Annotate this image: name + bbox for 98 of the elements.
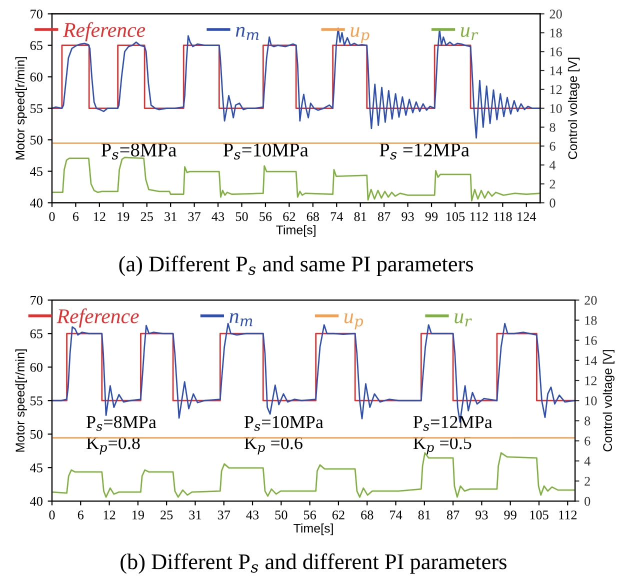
y2-tick-label: 0 <box>584 496 590 506</box>
y-tick-label: 70 <box>30 10 42 19</box>
x-tick-label: 19 <box>132 510 144 520</box>
y-tick-label: 40 <box>30 198 42 208</box>
legend-label: n$_{m}$ <box>230 313 252 326</box>
x-tick-label: 43 <box>212 212 224 222</box>
x-tick-label: 93 <box>402 212 414 222</box>
y-tick-label: 60 <box>30 362 42 372</box>
x-tick-label: 31 <box>164 212 176 222</box>
y-tick-label: 70 <box>30 296 42 305</box>
y2-tick-label: 14 <box>550 66 562 76</box>
y-tick-label: 50 <box>30 136 42 144</box>
x-tick-label: 62 <box>332 510 344 520</box>
x-tick-label: 74 <box>330 212 344 221</box>
y2-tick-label: 18 <box>585 316 597 325</box>
y2-tick-label: 16 <box>550 47 562 56</box>
annotation: P$_{s}$=8MPa <box>101 143 176 160</box>
x-tick-label: 37 <box>188 212 201 222</box>
legend-label: u$_{r}$ <box>460 27 478 40</box>
y2-tick-label: 14 <box>585 356 598 365</box>
y2-axis-title: Control voltage [V] <box>568 58 580 160</box>
series-label: Reference <box>62 22 146 42</box>
x-tick-label: 6 <box>78 510 84 520</box>
legend-label: u$_{r}$ <box>454 314 472 326</box>
y2-tick-label: 6 <box>584 436 590 446</box>
x-tick-label: 99 <box>425 212 438 222</box>
annotation: P$_{s}$=8MPa <box>86 416 156 431</box>
text: (b) Different P$_{s}$ and different PI parameters <box>120 553 506 574</box>
y2-tick-label: 6 <box>550 142 556 151</box>
x-tick-label: 50 <box>236 212 248 222</box>
y-tick-label: 65 <box>30 41 42 50</box>
legend-label: n$_{m}$ <box>236 26 259 40</box>
y2-tick-label: 8 <box>584 416 590 426</box>
y-axis-title: Motor speed[r/min] <box>15 349 27 452</box>
y2-tick-label: 10 <box>550 104 562 113</box>
x-tick-label: 12 <box>104 510 116 520</box>
annotation: P$_{s}$ =12MPa <box>380 143 470 160</box>
x-tick-label: 62 <box>283 212 296 222</box>
x-tick-label: 6 <box>72 212 79 222</box>
x-tick-label: 118 <box>494 212 512 222</box>
y2-tick-label: 8 <box>550 122 556 132</box>
y2-tick-label: 20 <box>550 10 562 19</box>
y2-tick-label: 4 <box>584 456 590 466</box>
y2-tick-label: 2 <box>584 476 590 486</box>
text: (a) Different P$_{s}$ and same PI parameters <box>119 256 474 276</box>
y2-tick-label: 18 <box>550 28 562 38</box>
x-tick-label: 99 <box>504 510 516 520</box>
y-tick-label: 40 <box>30 496 42 506</box>
x-tick-label: 37 <box>218 510 230 520</box>
x-tick-label: 25 <box>140 212 153 222</box>
x-tick-label: 87 <box>378 212 390 222</box>
y2-tick-label: 4 <box>549 160 556 170</box>
y2-tick-label: 20 <box>584 296 597 305</box>
y-tick-label: 55 <box>30 396 42 406</box>
y-tick-label: 45 <box>30 464 42 472</box>
x-tick-label: 56 <box>304 510 316 520</box>
legend-label: u$_{p}$ <box>344 314 364 330</box>
x-tick-label: 50 <box>275 510 288 520</box>
x-tick-label: 25 <box>160 510 173 520</box>
x-tick-label: 93 <box>476 510 488 520</box>
y2-tick-label: 12 <box>550 85 562 94</box>
x-tick-label: 112 <box>559 510 577 520</box>
x-tick-label: 87 <box>446 510 460 520</box>
series-label: Reference <box>56 308 139 328</box>
x-tick-label: 68 <box>361 510 374 520</box>
x-axis-title: Time[s] <box>276 225 316 237</box>
y2-axis-title: Control voltage [V] <box>602 350 614 452</box>
y-tick-label: 60 <box>30 72 42 82</box>
x-tick-label: 81 <box>418 510 430 520</box>
x-tick-label: 19 <box>118 212 130 222</box>
y2-tick-label: 12 <box>585 376 597 386</box>
y-tick-label: 55 <box>30 104 42 113</box>
x-tick-label: 56 <box>260 212 272 222</box>
x-tick-label: 81 <box>354 212 366 222</box>
y2-tick-label: 10 <box>585 396 597 406</box>
y2-tick-label: 0 <box>550 198 556 208</box>
legend-label: u$_{p}$ <box>350 27 370 44</box>
x-tick-label: 0 <box>49 212 55 222</box>
x-tick-label: 12 <box>94 212 106 221</box>
y-tick-label: 65 <box>30 329 42 338</box>
y-tick-label: 45 <box>30 167 42 176</box>
x-tick-label: 68 <box>306 212 320 222</box>
x-tick-label: 43 <box>246 510 259 520</box>
x-tick-label: 0 <box>49 510 55 520</box>
y2-tick-label: 2 <box>550 180 556 188</box>
x-tick-label: 112 <box>470 212 488 221</box>
x-tick-label: 31 <box>189 510 202 520</box>
x-tick-label: 105 <box>446 212 465 222</box>
annotation: P$_{s}$=10MPa <box>223 143 308 160</box>
annotation: P$_{s}$=10MPa <box>244 416 324 431</box>
y2-tick-label: 16 <box>585 336 597 346</box>
x-tick-label: 105 <box>530 510 548 520</box>
x-axis-title: Time[s] <box>294 524 333 536</box>
x-tick-label: 124 <box>518 212 536 221</box>
x-tick-label: 74 <box>390 510 402 520</box>
y-tick-label: 50 <box>30 430 42 439</box>
y-axis-title: Motor speed[r/min] <box>15 57 27 160</box>
annotation: P$_{s}$=12MPa <box>413 416 492 431</box>
